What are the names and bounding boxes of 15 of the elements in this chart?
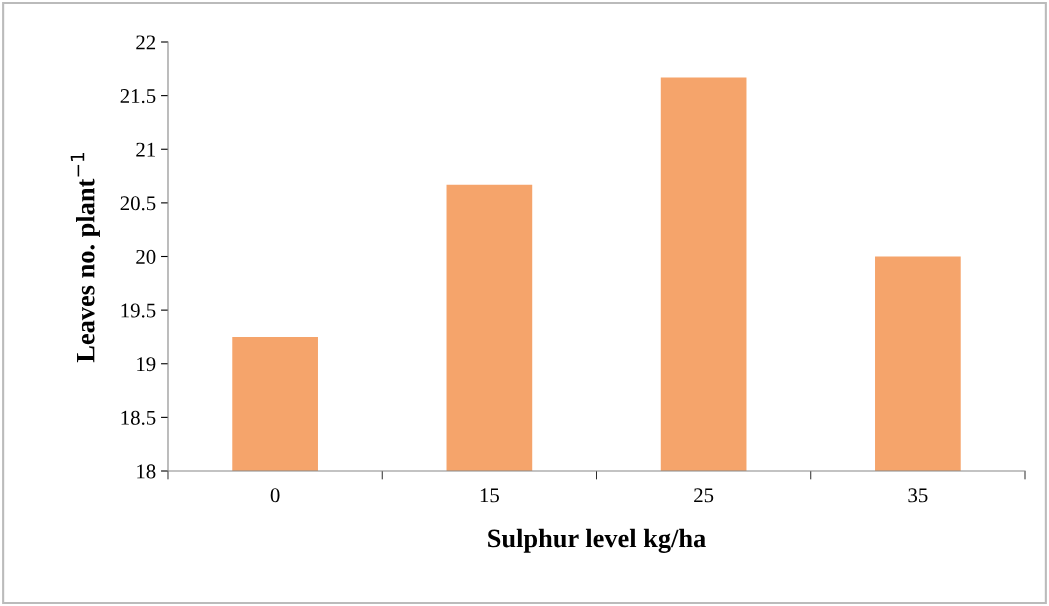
y-tick-label: 18.5 xyxy=(121,410,156,425)
x-axis-title: Sulphur level kg/ha xyxy=(488,528,706,553)
x-tick-label: 25 xyxy=(694,488,714,503)
y-tick-label: 18 xyxy=(137,464,156,479)
y-axis-title: Leaves no. plant$^{−1}$ xyxy=(70,152,100,363)
x-tick-label: 15 xyxy=(480,488,499,503)
x-tick-label: 35 xyxy=(908,488,928,503)
x-tick-label: 0 xyxy=(270,488,280,503)
y-tick-label: 20 xyxy=(136,249,156,264)
y-tick-label: 21 xyxy=(136,142,155,157)
y-tick-label: 21.5 xyxy=(120,89,156,104)
y-tick-label: 19.5 xyxy=(121,303,156,318)
y-tick-label: 20.5 xyxy=(120,196,156,211)
y-tick-label: 19 xyxy=(137,357,156,372)
y-tick-label: 22 xyxy=(136,35,156,50)
